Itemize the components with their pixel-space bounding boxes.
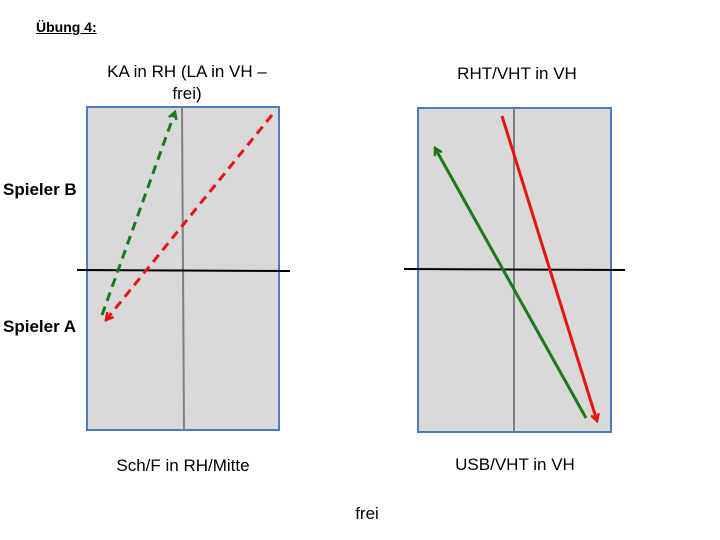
player-label: Spieler B — [3, 180, 77, 199]
arrow-red — [500, 115, 597, 421]
diagram-bottom-label: USB/VHT in VH — [455, 455, 575, 474]
net — [403, 268, 626, 271]
diagram-bottom-label: Sch/F in RH/Mitte — [116, 456, 250, 475]
arrow-green — [100, 112, 175, 316]
net — [76, 269, 291, 272]
player-label: Spieler A — [3, 317, 77, 336]
diagram-top-label: KA in RH (LA in VH – frei) — [107, 62, 267, 103]
court-left — [76, 106, 291, 431]
slide-title: Übung 4: — [36, 19, 97, 35]
center-line — [181, 106, 185, 431]
footer-note: frei — [355, 504, 379, 523]
diagram-top-label: RHT/VHT in VH — [457, 64, 577, 83]
arrow-green — [435, 148, 588, 419]
court-right — [403, 107, 626, 433]
